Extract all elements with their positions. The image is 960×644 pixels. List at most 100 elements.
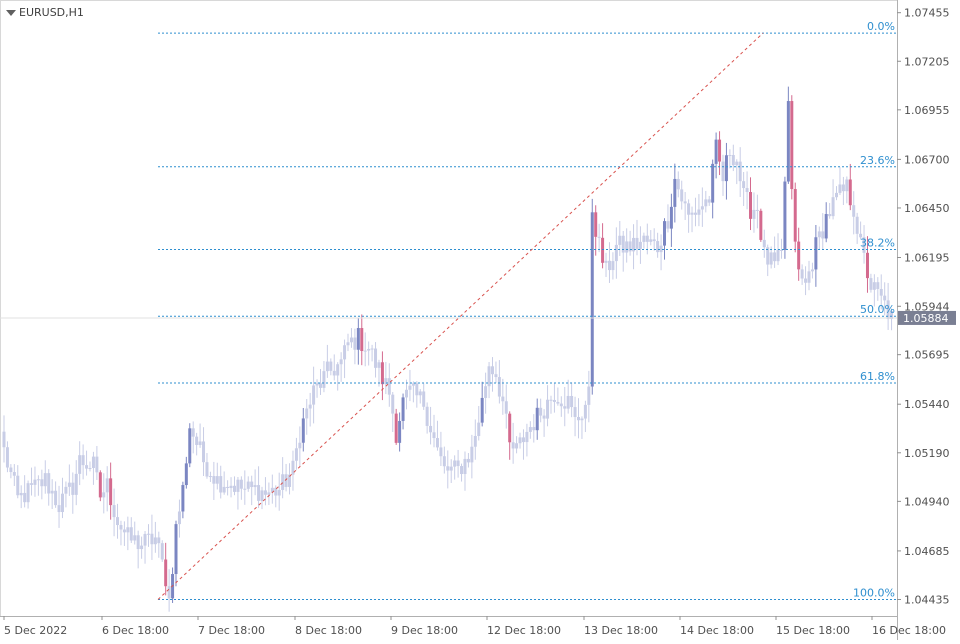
candle [738,147,742,198]
candle [638,226,642,264]
candle [425,402,429,434]
candle-body [398,420,402,443]
candle-body [690,212,694,215]
y-tick-label: 1.05944 [904,300,950,313]
candle [721,154,725,196]
candle [449,459,453,483]
candle-body [263,490,267,495]
candle [174,520,178,587]
candle [742,172,746,206]
candle [673,163,677,223]
candle [666,204,670,233]
candle-body [47,473,51,494]
candle-body [614,244,618,262]
candle-body [60,493,64,513]
candle-body [415,383,419,396]
candle-body [91,456,95,469]
fib-level-label: 0.0% [867,20,895,33]
candle-body [332,370,336,376]
candle [831,179,835,220]
candle-body [508,413,512,443]
candle-body [731,155,735,166]
candle-body [714,139,718,164]
candle [886,282,890,330]
candle-body [693,212,697,215]
candle [277,472,281,511]
dropdown-triangle-icon[interactable] [6,9,16,16]
candle-body [449,466,453,471]
candle [563,386,567,427]
candle-body [215,476,219,484]
candle [601,223,605,269]
candle [621,230,625,272]
candle-body [85,465,89,469]
candle-body [669,206,673,229]
candle [735,159,739,185]
candle-body [432,432,436,439]
candle-body [535,407,539,431]
candle-body [177,511,181,525]
candle [714,132,718,179]
candle-body [676,178,680,190]
candle [855,212,859,244]
candle-body [367,348,371,351]
candle-body [95,456,99,473]
candle [528,421,532,439]
candle [267,482,271,506]
candle-body [380,362,384,385]
candle [570,382,574,418]
candle [294,437,298,470]
candle-body [43,473,47,487]
candle-body [611,261,615,271]
candle [226,480,230,496]
symbol-header[interactable]: EURUSD,H1 [6,6,84,19]
candle-body [642,235,646,242]
candle [78,441,82,486]
candle [85,450,89,476]
candle-body [683,201,687,204]
candle-body [153,537,157,545]
candle [539,398,543,423]
candle [360,314,364,366]
candle-body [807,271,811,283]
x-tick-label: 13 Dec 18:00 [584,624,658,637]
candle-body [16,475,20,496]
candle [312,366,316,424]
candle-body [202,441,206,463]
candle-body [504,401,508,414]
y-tick-label: 1.07205 [904,55,950,68]
candle [518,432,522,449]
candle-body [222,486,226,493]
candle [318,368,322,395]
candle [587,370,591,423]
candle-body [136,535,140,550]
candle-body [470,446,474,463]
current-price-value: 1.05884 [903,312,949,325]
candle-body [356,328,360,350]
candle-body [239,479,243,489]
candle-body [184,463,188,486]
candle [810,262,814,279]
candle-body [453,460,457,467]
candle-body [353,337,357,350]
candle-body [783,181,787,250]
candle-body [288,474,292,487]
candle-body [253,485,257,488]
candle [879,274,883,310]
candle-body [804,278,808,283]
candle [43,460,47,494]
candle [876,277,880,301]
y-tick-label: 1.06700 [904,153,950,166]
candle-body [429,425,433,433]
candle-body [752,209,756,219]
candle [146,524,150,547]
candle-body [628,241,632,252]
candle [549,395,553,414]
candle [363,332,367,367]
candle [890,308,894,331]
candle-body [81,455,85,466]
candle [559,396,563,417]
candle-body [635,237,639,249]
candle [762,229,766,258]
